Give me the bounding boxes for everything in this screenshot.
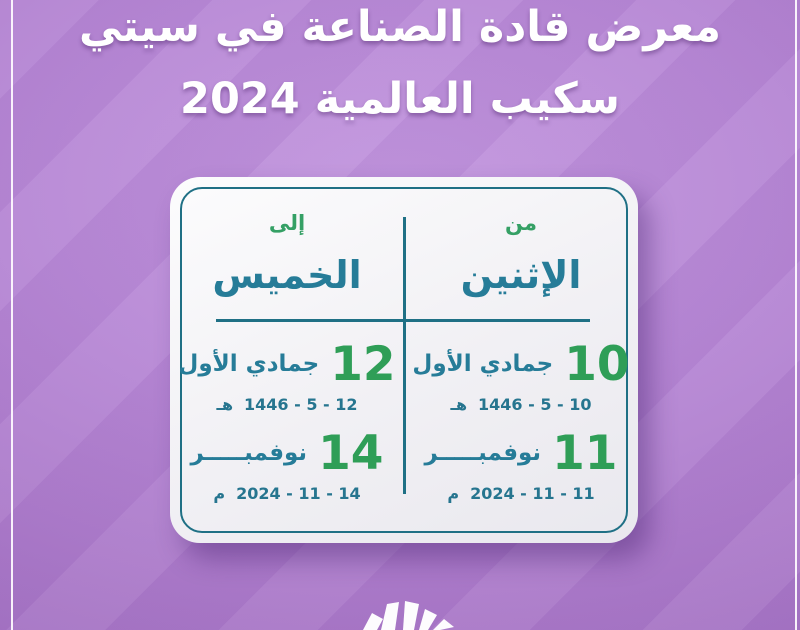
card-columns: من الإثنين 10 جمادي الأول 10 - 5 - 1446 ه… bbox=[170, 177, 638, 543]
to-hijri-era-symbol: هـ bbox=[216, 395, 234, 414]
to-hijri-row: 12 جمادي الأول bbox=[178, 338, 395, 390]
right-edge-line bbox=[795, 0, 797, 630]
to-column: إلى الخميس 12 جمادي الأول 12 - 5 - 1446 ه… bbox=[170, 177, 404, 543]
to-gregorian-month: نوفمبـــــر bbox=[190, 440, 308, 466]
to-gregorian-full-date: 14 - 11 - 2024 م bbox=[213, 484, 360, 504]
from-gregorian-month: نوفمبـــــر bbox=[424, 440, 542, 466]
to-gregorian-date-numbers: 14 - 11 - 2024 bbox=[236, 484, 361, 503]
from-column: من الإثنين 10 جمادي الأول 10 - 5 - 1446 ه… bbox=[404, 177, 638, 543]
from-gregorian-full-date: 11 - 11 - 2024 م bbox=[447, 484, 594, 504]
vertical-divider bbox=[403, 217, 406, 494]
to-hijri-day-number: 12 bbox=[330, 336, 396, 392]
dates-card: من الإثنين 10 جمادي الأول 10 - 5 - 1446 ه… bbox=[170, 177, 638, 543]
from-gregorian-row: 11 نوفمبـــــر bbox=[425, 427, 618, 479]
from-day-name: الإثنين bbox=[460, 253, 582, 297]
title-line-2: سكيب العالمية 2024 bbox=[180, 74, 620, 124]
to-label: إلى bbox=[268, 211, 306, 235]
to-hijri-full-date: 12 - 5 - 1446 هـ bbox=[216, 395, 357, 415]
from-gregorian-date-numbers: 11 - 11 - 2024 bbox=[470, 484, 595, 503]
from-hijri-day-number: 10 bbox=[564, 336, 630, 392]
to-day-name: الخميس bbox=[212, 253, 362, 297]
poster-title: معرض قادة الصناعة في سيتي سكيب العالمية … bbox=[0, 0, 800, 135]
to-gregorian-era-symbol: م bbox=[213, 484, 226, 503]
to-hijri-date-numbers: 12 - 5 - 1446 bbox=[244, 395, 358, 414]
from-hijri-date-numbers: 10 - 5 - 1446 bbox=[478, 395, 592, 414]
palm-fan-icon bbox=[363, 601, 454, 630]
from-gregorian-era-symbol: م bbox=[447, 484, 460, 503]
from-hijri-month: جمادي الأول bbox=[412, 351, 554, 377]
to-gregorian-row: 14 نوفمبـــــر bbox=[191, 427, 384, 479]
horizontal-divider bbox=[216, 319, 590, 322]
to-hijri-month: جمادي الأول bbox=[178, 351, 320, 377]
from-gregorian-day-number: 11 bbox=[552, 425, 618, 481]
left-edge-line bbox=[11, 0, 13, 630]
title-line-1: معرض قادة الصناعة في سيتي bbox=[78, 2, 722, 52]
to-gregorian-day-number: 14 bbox=[318, 425, 384, 481]
from-hijri-full-date: 10 - 5 - 1446 هـ bbox=[450, 395, 591, 415]
from-label: من bbox=[505, 211, 537, 235]
brand-logo bbox=[358, 601, 458, 630]
from-hijri-row: 10 جمادي الأول bbox=[412, 338, 629, 390]
from-hijri-era-symbol: هـ bbox=[450, 395, 468, 414]
